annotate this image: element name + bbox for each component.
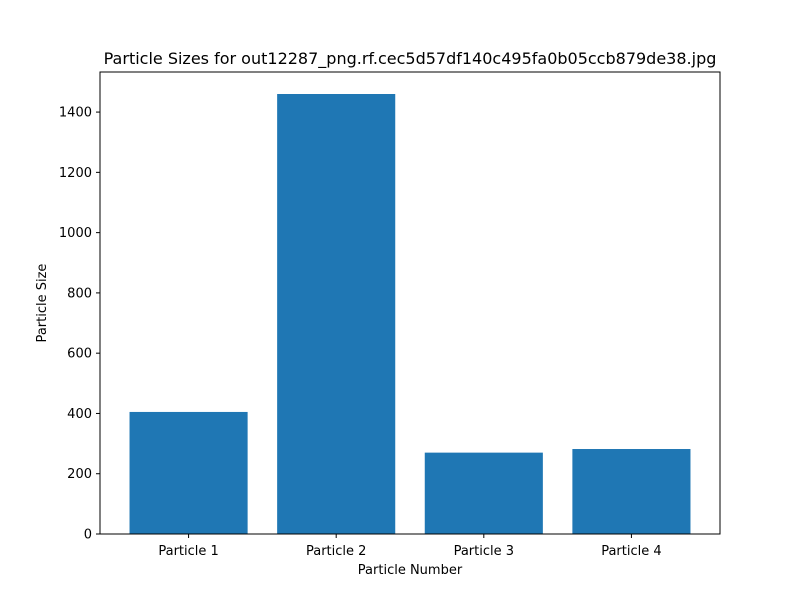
x-axis-label: Particle Number (358, 563, 463, 578)
y-tick-label: 200 (67, 467, 92, 482)
x-tick-label: Particle 3 (454, 544, 514, 559)
y-axis-ticks: 0 200 400 600 800 1000 1200 1400 (59, 106, 100, 543)
y-tick-label: 400 (67, 407, 92, 422)
x-tick-label: Particle 2 (306, 544, 366, 559)
y-axis-label: Particle Size (35, 264, 50, 343)
chart-title: Particle Sizes for out12287_png.rf.cec5d… (104, 49, 717, 69)
y-tick-label: 1400 (59, 106, 92, 121)
plot-area-frame (99, 71, 721, 535)
y-tick-label: 1000 (59, 226, 92, 241)
y-tick-label: 0 (84, 528, 92, 543)
bar-2 (277, 94, 396, 534)
bars-group (129, 94, 691, 534)
x-axis-ticks: Particle 1 Particle 2 Particle 3 Particle 4 (158, 534, 662, 559)
y-tick-label: 1200 (59, 166, 92, 181)
bar-3 (424, 452, 543, 534)
bar-4 (572, 449, 691, 534)
y-tick-label: 800 (67, 286, 92, 301)
bar-1 (129, 411, 248, 534)
y-tick-label: 600 (67, 347, 92, 362)
x-tick-label: Particle 1 (158, 544, 218, 559)
x-tick-label: Particle 4 (601, 544, 661, 559)
